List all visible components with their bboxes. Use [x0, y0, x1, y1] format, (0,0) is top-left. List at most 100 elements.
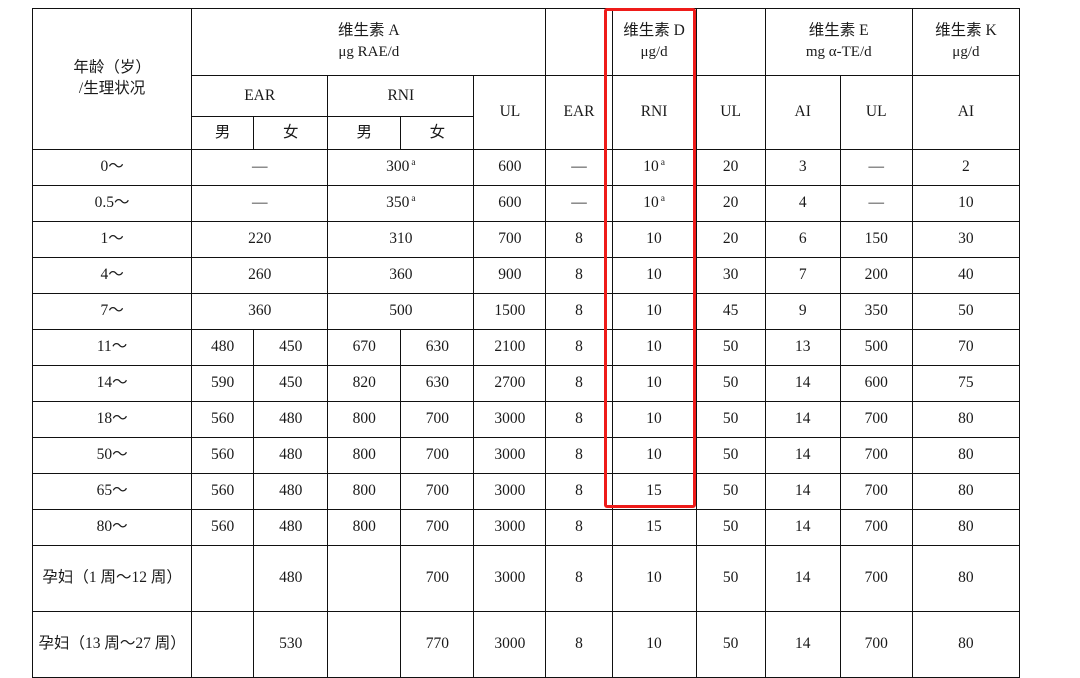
cell-d-ul: 50	[695, 509, 766, 546]
cell-d-ul: 50	[695, 611, 766, 678]
cell-a-rni-female: 700	[400, 401, 475, 438]
cell-k-ai: 75	[911, 365, 1021, 402]
cell-a-ul: 1500	[473, 293, 547, 330]
cell-a-rni-female: 630	[400, 329, 475, 366]
cell-e-ai: 9	[764, 293, 841, 330]
cell-k-ai: 30	[911, 221, 1021, 258]
cell-d-rni: 10	[611, 611, 697, 678]
cell-a-rni-male	[327, 611, 402, 678]
cell-e-ul: 350	[839, 293, 913, 330]
header-row-groups: 年龄（岁） /生理状况 维生素 A μg RAE/d 维生素 D μg/d 维生…	[31, 8, 1021, 150]
cell-a-ul: 3000	[473, 437, 547, 474]
cell-a-ul: 3000	[473, 473, 547, 510]
cell-e-ul: 150	[839, 221, 913, 258]
cell-a-rni-male: 670	[327, 329, 402, 366]
cell-d-ear: —	[545, 149, 613, 186]
cell-d-ul: 20	[695, 221, 766, 258]
cell-k-ai: 80	[911, 611, 1021, 678]
cell-e-ul: 200	[839, 257, 913, 294]
cell-age: 孕妇（13 周～27 周）	[31, 611, 193, 678]
cell-a-ear-male: 560	[191, 473, 255, 510]
cell-e-ul: 700	[839, 611, 913, 678]
cell-d-rni: 10	[611, 329, 697, 366]
cell-k-ai: 50	[911, 293, 1021, 330]
cell-a-ear-female: 450	[253, 365, 329, 402]
cell-a-ul: 600	[473, 185, 547, 222]
cell-a-rni-male: 800	[327, 437, 402, 474]
cell-a-ear-male: 560	[191, 401, 255, 438]
cell-e-ul: 700	[839, 509, 913, 546]
cell-d-ul: 50	[695, 545, 766, 612]
cell-a-ear-female: 480	[253, 473, 329, 510]
cell-k-ai: 80	[911, 545, 1021, 612]
cell-a-ear-female: 480	[253, 437, 329, 474]
cell-a-ear: —	[191, 185, 329, 222]
cell-a-ear-male	[191, 611, 255, 678]
cell-a-ul: 700	[473, 221, 547, 258]
cell-a-rni-female: 630	[400, 365, 475, 402]
cell-d-rni: 10	[611, 401, 697, 438]
cell-e-ul: 600	[839, 365, 913, 402]
cell-a-rni-male	[327, 545, 402, 612]
cell-d-rni: 10	[611, 437, 697, 474]
cell-d-ear: 8	[545, 509, 613, 546]
cell-d-ul: 50	[695, 437, 766, 474]
table-row: 50～ 560 480 800 700 3000 8 10 50 14 700 80	[31, 437, 1021, 474]
cell-e-ai: 13	[764, 329, 841, 366]
header-group-vitamin-k: 维生素 K μg/d	[911, 8, 1021, 76]
cell-a-ear: 260	[191, 257, 329, 294]
header-group-vitamin-a: 维生素 A μg RAE/d	[191, 8, 547, 76]
cell-a-rni-female: 770	[400, 611, 475, 678]
cell-a-ear: 360	[191, 293, 329, 330]
cell-e-ai: 14	[764, 365, 841, 402]
header-e-ul: UL	[839, 75, 913, 150]
cell-d-rni: 15	[611, 509, 697, 546]
cell-e-ul: —	[839, 185, 913, 222]
header-group-vitamin-d: 维生素 D μg/d	[611, 8, 697, 76]
cell-a-ul: 3000	[473, 611, 547, 678]
cell-e-ai: 6	[764, 221, 841, 258]
cell-a-ul: 2100	[473, 329, 547, 366]
cell-a-rni: 500	[327, 293, 475, 330]
cell-age: 1～	[31, 221, 193, 258]
cell-a-ear-male: 560	[191, 509, 255, 546]
table-row: 孕妇（1 周～12 周） 480 700 3000 8 10 50 14 700 80	[31, 545, 1021, 612]
cell-a-rni-female: 700	[400, 437, 475, 474]
cell-a-rni-female: 700	[400, 509, 475, 546]
cell-d-ul: 50	[695, 401, 766, 438]
cell-e-ai: 4	[764, 185, 841, 222]
cell-a-ear-male: 480	[191, 329, 255, 366]
cell-d-ul: 20	[695, 185, 766, 222]
cell-e-ai: 3	[764, 149, 841, 186]
cell-e-ai: 7	[764, 257, 841, 294]
header-d-rni: RNI	[611, 75, 697, 150]
cell-a-rni: 300 a	[327, 149, 475, 186]
cell-a-rni-female: 700	[400, 545, 475, 612]
cell-a-ear-male	[191, 545, 255, 612]
cell-e-ai: 14	[764, 611, 841, 678]
cell-a-ear: —	[191, 149, 329, 186]
cell-a-ear-female: 480	[253, 509, 329, 546]
cell-d-rni: 10	[611, 293, 697, 330]
cell-e-ul: —	[839, 149, 913, 186]
cell-age: 18～	[31, 401, 193, 438]
cell-e-ul: 700	[839, 437, 913, 474]
table-row: 1～ 220 310 700 8 10 20 6 150 30	[31, 221, 1021, 258]
cell-a-ear-male: 590	[191, 365, 255, 402]
header-a-rni: RNI	[327, 75, 475, 117]
cell-k-ai: 2	[911, 149, 1021, 186]
table-row: 18～ 560 480 800 700 3000 8 10 50 14 700 80	[31, 401, 1021, 438]
header-age-cell: 年龄（岁） /生理状况	[31, 8, 193, 150]
cell-d-ear: 8	[545, 329, 613, 366]
table-row: 0.5～ —350 a 600—10 a 20 4—10	[31, 185, 1021, 222]
cell-d-ul: 30	[695, 257, 766, 294]
cell-a-ul: 3000	[473, 545, 547, 612]
cell-d-rni: 10	[611, 257, 697, 294]
cell-age: 孕妇（1 周～12 周）	[31, 545, 193, 612]
nutrient-reference-table: 年龄（岁） /生理状况 维生素 A μg RAE/d 维生素 D μg/d 维生…	[31, 8, 1021, 678]
cell-k-ai: 80	[911, 401, 1021, 438]
cell-d-ear: 8	[545, 257, 613, 294]
cell-d-ear: 8	[545, 545, 613, 612]
cell-a-ul: 2700	[473, 365, 547, 402]
cell-e-ai: 14	[764, 401, 841, 438]
